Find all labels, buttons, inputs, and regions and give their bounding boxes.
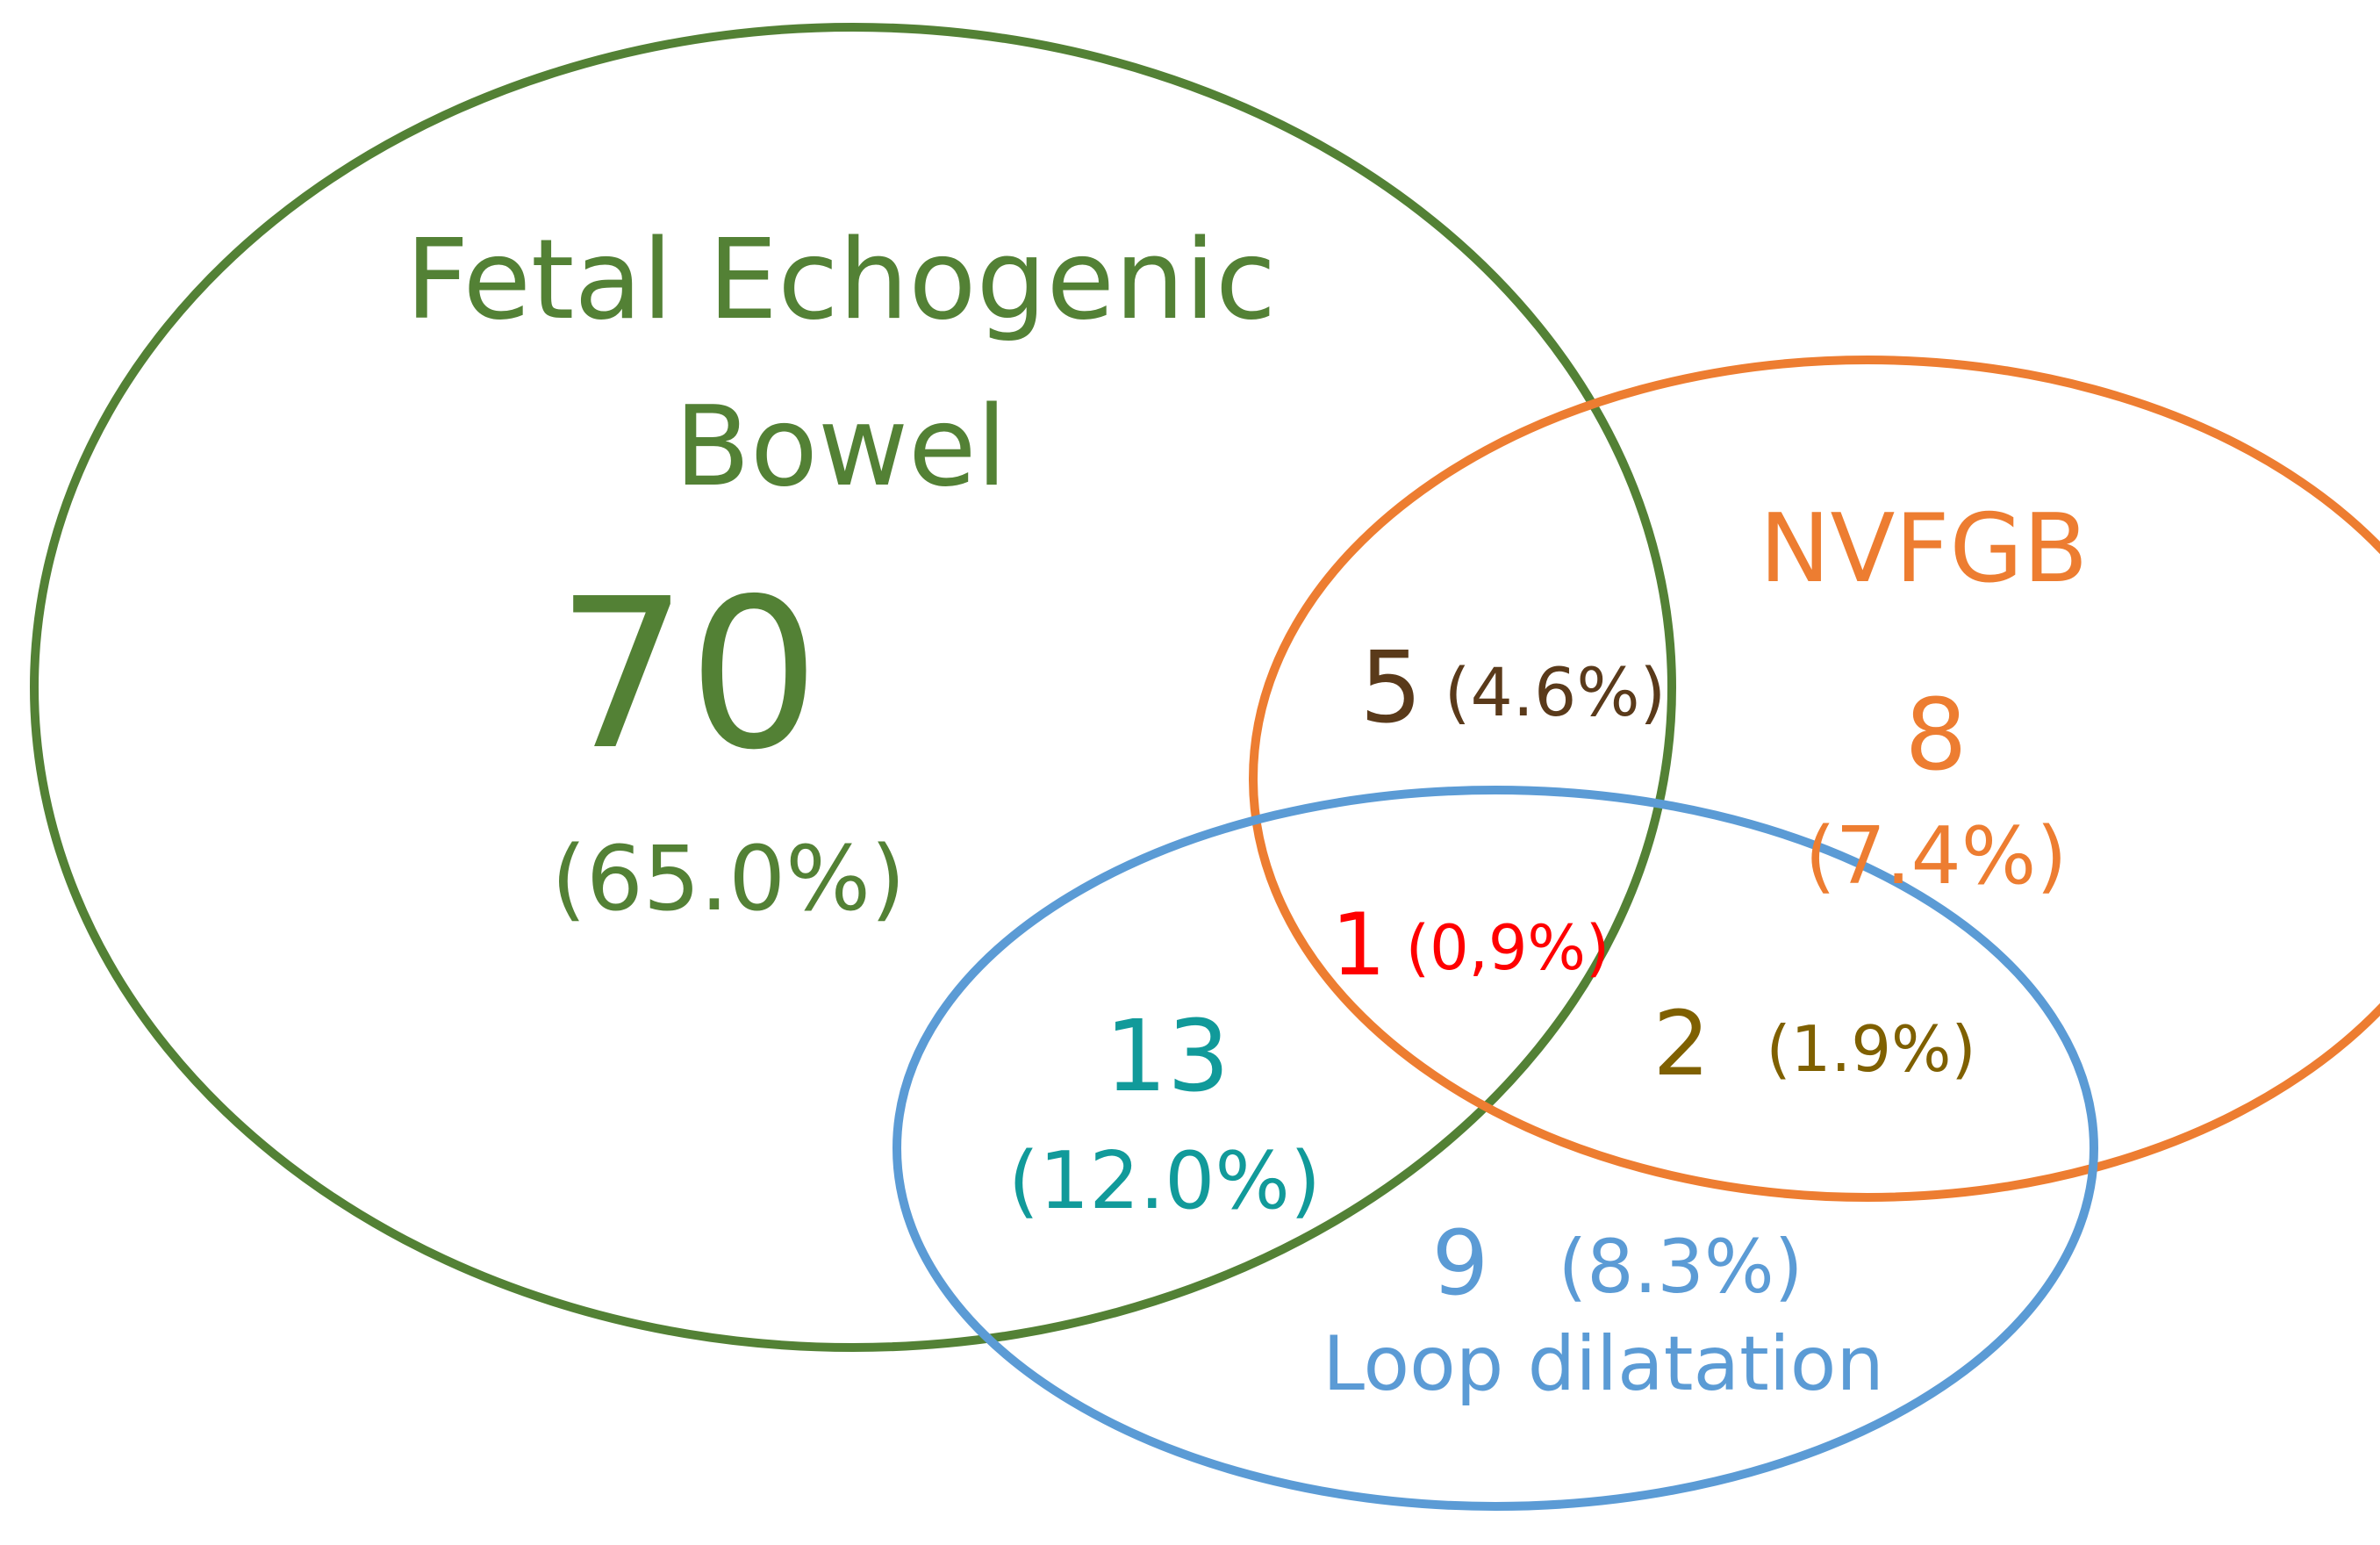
set-label-feb-line1: Fetal Echogenic (405, 215, 1276, 344)
region-feb-only-percent: (65.0%) (551, 827, 906, 931)
set-fetal-echogenic-bowel-outline (30, 23, 1676, 1352)
region-loop-only-percent: (8.3%) (1559, 1224, 1803, 1310)
set-loop-dilatation-outline (892, 786, 2098, 1511)
region-nvfgb-only-percent: (7.4%) (1805, 810, 2068, 902)
region-feb-nvfgb-percent: (4.6%) (1444, 653, 1666, 731)
region-feb-only-count: 70 (556, 554, 820, 795)
region-feb-loop-count: 13 (1105, 1000, 1230, 1114)
region-nvfgb-loop-percent: (1.9%) (1766, 1012, 1975, 1086)
region-nvfgb-only-count: 8 (1904, 679, 1967, 793)
set-nvfgb-outline (1249, 356, 2380, 1202)
region-feb-loop-percent: (12.0%) (1008, 1135, 1321, 1227)
set-label-nvfgb: NVFGB (1760, 494, 2089, 604)
region-feb-nvfgb-count: 5 (1359, 631, 1422, 745)
region-all-three-count: 1 (1331, 895, 1386, 995)
set-label-loop-dilatation: Loop dilatation (1323, 1320, 1884, 1408)
set-label-feb-line2: Bowel (674, 382, 1007, 511)
region-all-three-percent: (0,9%) (1406, 912, 1609, 984)
region-nvfgb-loop-count: 2 (1653, 992, 1710, 1096)
region-loop-only-count: 9 (1432, 1211, 1489, 1316)
